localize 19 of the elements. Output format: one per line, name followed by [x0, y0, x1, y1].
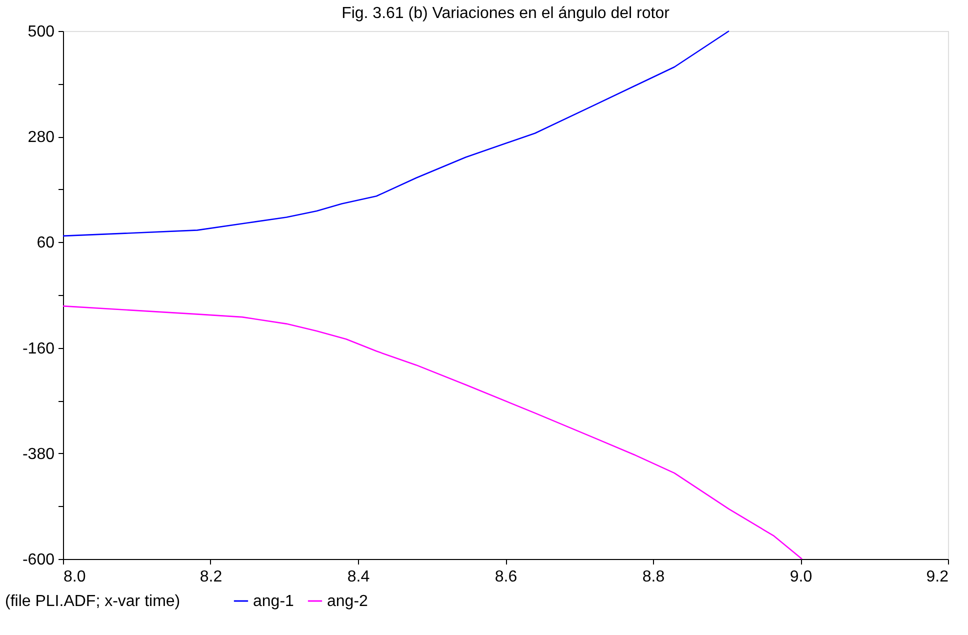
chart-title: Fig. 3.61 (b) Variaciones en el ángulo del rotor: [342, 5, 670, 22]
text: (file PLI.ADF; x-var time): [5, 593, 180, 610]
x-tick-label: 9.0: [790, 568, 812, 586]
x-tick-label: 8.6: [494, 568, 518, 586]
x-tick-label: 9.2: [926, 568, 949, 586]
x-tick-label: 8.4: [347, 568, 370, 586]
y-tick-label: 60: [36, 234, 55, 252]
y-tick-label: -380: [22, 446, 55, 463]
legend-label: ang-2: [327, 593, 368, 610]
y-tick-label: -600: [22, 552, 55, 568]
legend-label: ang-1: [253, 593, 294, 610]
y-tick-label: 500: [28, 24, 55, 40]
x-tick-label: 8.8: [642, 568, 665, 586]
x-tick-label: 8.0: [64, 568, 86, 586]
line-series: [62, 30, 730, 237]
x-tick-label: 8.2: [200, 568, 222, 586]
y-tick-label: 280: [28, 129, 55, 146]
line-series: [62, 305, 803, 560]
y-tick-label: -160: [22, 340, 55, 358]
